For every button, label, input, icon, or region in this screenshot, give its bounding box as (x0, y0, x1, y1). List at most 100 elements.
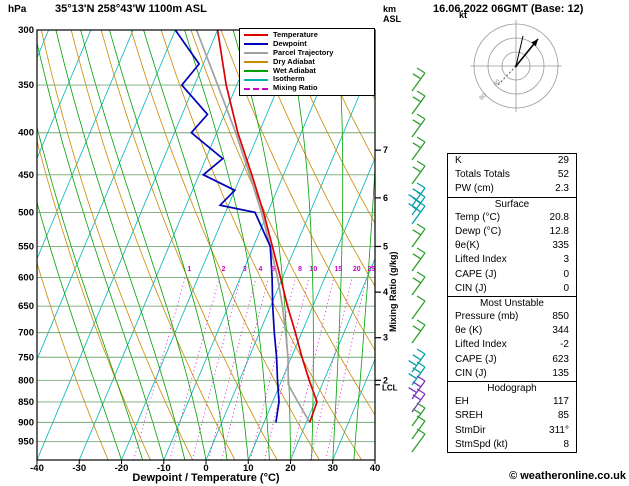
table-row-label: θe (K) (455, 325, 483, 337)
table-row: StmSpd (kt) 8 (448, 438, 576, 452)
altitude-unit-label: km ASL (383, 4, 401, 24)
legend-item: Dry Adiabat (244, 56, 370, 67)
legend-item: Parcel Trajectory (244, 47, 370, 58)
legend-swatch (244, 70, 268, 72)
legend-item: Isotherm (244, 75, 370, 84)
wind-barb (411, 247, 426, 272)
wet-adiabat-line (374, 456, 375, 460)
mixing-ratio-label: 15 (334, 266, 342, 273)
table-row-value: 52 (557, 169, 569, 181)
mixing-ratio-axis-label: Mixing Ratio (g/kg) (388, 251, 398, 333)
mixing-ratio-label: 1 (187, 266, 191, 273)
table-row-label: CIN (J) (455, 367, 487, 379)
table-row-value: 311° (549, 424, 569, 436)
table-row: K 29 (448, 154, 576, 168)
wind-barb (411, 160, 426, 185)
mixing-ratio-labels: 1 2 3 4 5 8 10 15 20 25 (187, 266, 375, 273)
mixing-ratio-line (325, 277, 367, 460)
copyright: © weatheronline.co.uk (509, 470, 626, 482)
isotherm-line (37, 30, 176, 361)
table-row-label: Lifted Index (455, 254, 507, 266)
pressure-tick-label: 400 (18, 128, 34, 139)
hodograph-vector-arrowhead (531, 39, 538, 47)
temp-tick-label: 30 (327, 463, 338, 474)
table-row: StmDir 311° (448, 424, 576, 438)
chart-grid (37, 30, 375, 460)
table-row: θe(K) 335 (448, 239, 576, 253)
wind-barb (411, 415, 426, 440)
isotherm-line (163, 30, 345, 460)
table-row-label: Pressure (mb) (455, 311, 519, 323)
pressure-tick-label: 750 (18, 352, 34, 363)
table-row-value: 2.3 (555, 183, 569, 195)
km-tick-label: 3 (383, 333, 388, 343)
legend-item: Mixing Ratio (244, 83, 370, 93)
table-row-label: StmDir (455, 424, 486, 436)
dry-adiabat-line (310, 30, 375, 162)
datetime-label: 16.06.2022 06GMT (Base: 12) (433, 3, 584, 15)
temp-tick-label: 20 (285, 463, 296, 474)
wind-barb (411, 319, 426, 344)
legend-label: Temperature (273, 30, 318, 39)
temp-tick-label: 0 (203, 463, 208, 474)
wind-barb (411, 67, 426, 92)
mixing-ratio-label: 5 (271, 266, 275, 273)
wind-barb (411, 200, 426, 225)
hodograph-storm-motion-line (496, 65, 517, 87)
table-row-value: 85 (557, 410, 569, 422)
wind-barb (411, 90, 426, 115)
table-row-value: 623 (552, 353, 569, 365)
isotherm-line (332, 358, 375, 460)
pressure-tick-label: 900 (18, 417, 34, 428)
table-row-value: 0 (563, 268, 569, 280)
table-row: EH 117 (448, 395, 576, 409)
pressure-tick-label: 350 (18, 80, 34, 91)
wind-barb (408, 361, 426, 386)
dry-adiabat-line (37, 261, 109, 460)
isotherm-line (290, 257, 375, 460)
pressure-tick-label: 700 (18, 328, 34, 339)
hodograph-unit-label: kt (459, 10, 468, 20)
parcel-trajectory-trace (195, 30, 311, 423)
pressure-tick-label: 550 (18, 241, 34, 252)
legend-label: Dry Adiabat (273, 56, 315, 66)
km-tick-label: 7 (383, 145, 388, 155)
wind-barb (411, 428, 426, 453)
isotherm-line (37, 30, 92, 160)
table-row: Pressure (mb) 850 (448, 310, 576, 324)
table-row: Lifted Index 3 (448, 253, 576, 267)
table-row: CIN (J) 135 (448, 367, 576, 381)
table-row-value: 29 (557, 155, 569, 166)
table-row-label: Totals Totals (455, 169, 510, 181)
pressure-tick-label: 950 (18, 437, 34, 448)
table-row-label: SREH (455, 410, 483, 422)
legend-label: Parcel Trajectory (273, 47, 334, 57)
table-row-value: -2 (560, 339, 569, 351)
legend-swatch (244, 61, 268, 64)
wind-barb (408, 182, 426, 207)
table-row-label: Dewp (°C) (455, 225, 502, 237)
pressure-tick-label: 500 (18, 207, 34, 218)
wind-barbs (408, 67, 426, 453)
temp-tick-label: 40 (370, 463, 381, 474)
pressure-tick-label: 600 (18, 273, 34, 284)
table-row: Dewp (°C) 12.8 (448, 225, 576, 239)
km-tick-label: 4 (383, 287, 388, 297)
table-row-label: Lifted Index (455, 339, 507, 351)
wind-barb (411, 388, 426, 413)
legend-label: Isotherm (273, 74, 305, 84)
temp-tick-label: -30 (72, 463, 86, 474)
table-row: CAPE (J) 623 (448, 353, 576, 367)
legend-item: Dewpoint (244, 39, 370, 49)
table-section-header: Most Unstable (448, 295, 576, 310)
km-tick-label: 2 (383, 375, 388, 385)
isotherm-line (37, 30, 134, 260)
pressure-tick-label: 650 (18, 301, 34, 312)
legend-item: Temperature (244, 30, 370, 40)
table-row: θe (K) 344 (448, 324, 576, 338)
table-row-value: 12.8 (549, 225, 569, 237)
temp-tick-label: -10 (157, 463, 171, 474)
table-row-value: 3 (563, 254, 569, 266)
x-axis-title: Dewpoint / Temperature (°C) (132, 472, 280, 484)
